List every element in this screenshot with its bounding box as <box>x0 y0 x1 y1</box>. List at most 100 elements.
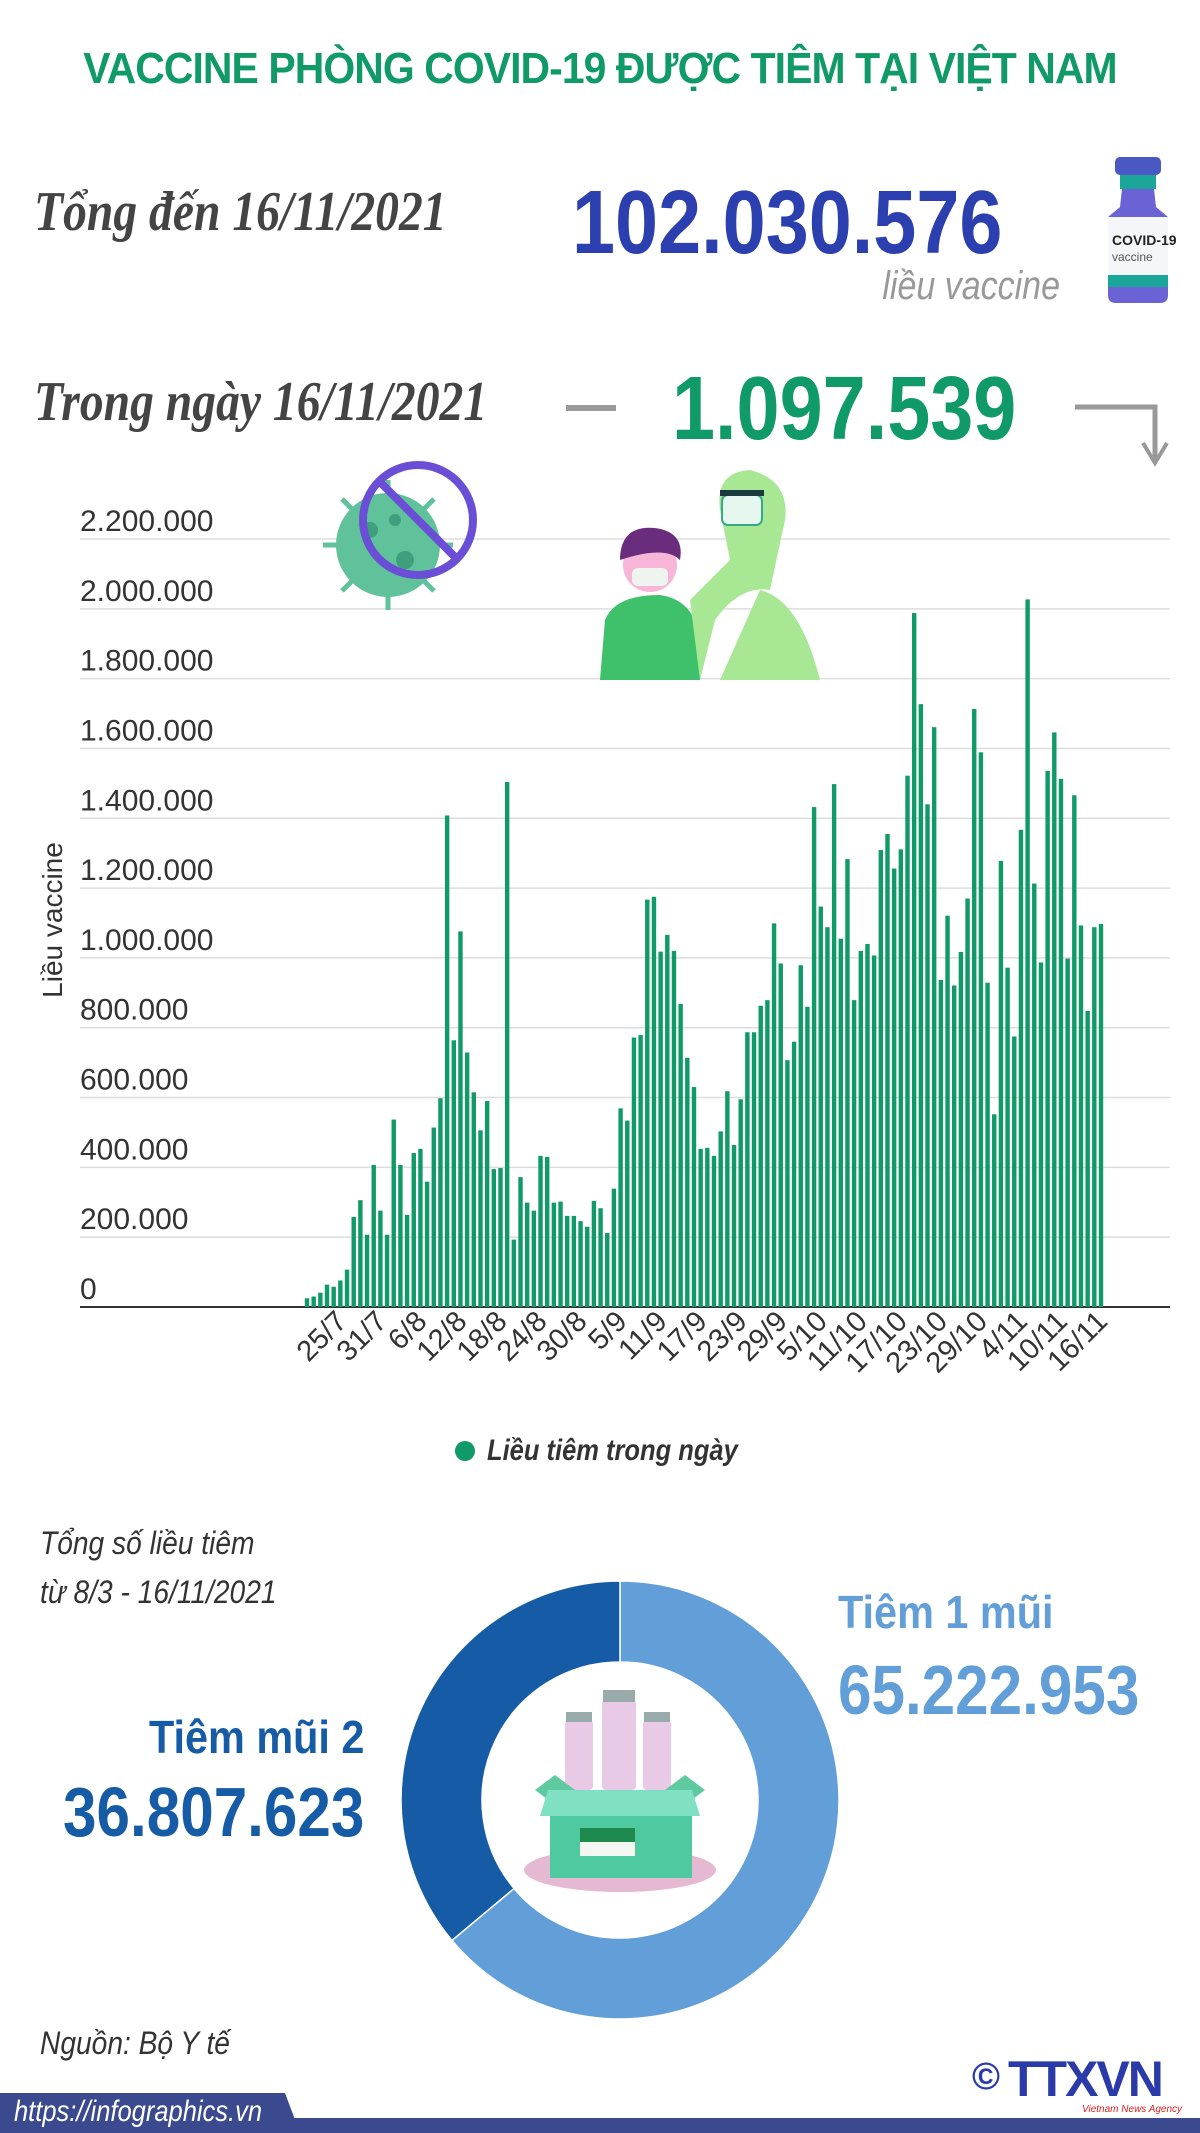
bar <box>1032 883 1037 1307</box>
bar <box>678 1003 683 1307</box>
bar <box>618 1108 623 1307</box>
donut-subtitle: từ 8/3 - 16/11/2021 <box>40 1574 277 1610</box>
bar <box>818 906 823 1307</box>
bar <box>751 1032 757 1307</box>
bar <box>992 1114 997 1307</box>
bar <box>831 784 837 1307</box>
bar <box>785 1060 790 1307</box>
bar <box>651 896 657 1307</box>
bar <box>771 923 777 1307</box>
bar <box>865 943 870 1307</box>
y-tick-label: 1.400.000 <box>80 784 213 817</box>
bar <box>858 950 863 1307</box>
bar <box>1098 923 1104 1307</box>
bar <box>438 1098 443 1307</box>
day-value: 1.097.539 <box>672 359 1017 459</box>
bar <box>444 815 450 1307</box>
bar <box>418 1148 423 1307</box>
vaccination-illustration <box>600 470 820 680</box>
dose1-value: 65.222.953 <box>838 1651 1140 1729</box>
bar <box>972 709 977 1307</box>
bar <box>1052 732 1057 1307</box>
bar <box>638 1035 643 1307</box>
bar <box>1078 925 1084 1307</box>
bar <box>925 804 930 1307</box>
bar <box>504 781 510 1307</box>
y-axis-label: Liều vaccine <box>37 842 68 998</box>
bar <box>451 1040 456 1307</box>
bar <box>918 704 924 1307</box>
bar <box>424 1181 430 1307</box>
bar <box>631 1037 637 1307</box>
y-tick-label: 400.000 <box>80 1133 188 1166</box>
bar <box>671 950 677 1307</box>
website-link[interactable]: https://infographics.vn <box>14 2095 263 2128</box>
bar <box>811 807 817 1307</box>
bar <box>1058 778 1064 1307</box>
dose2-value: 36.807.623 <box>62 1773 364 1851</box>
bar <box>1005 967 1010 1307</box>
bar <box>511 1239 517 1307</box>
bar <box>611 1188 617 1307</box>
vaccine-box-illustration <box>524 1690 716 1892</box>
svg-text:vaccine: vaccine <box>1112 250 1153 264</box>
bar <box>891 868 897 1307</box>
arrow-down-icon <box>1075 404 1169 467</box>
bar <box>384 1234 390 1307</box>
footer-tab <box>0 2093 300 2133</box>
bar <box>725 1091 730 1307</box>
bar <box>524 1202 530 1307</box>
bar <box>685 1057 690 1307</box>
bar <box>1045 770 1050 1307</box>
bar <box>344 1269 350 1307</box>
bar <box>952 985 957 1307</box>
y-tick-label: 200.000 <box>80 1203 188 1236</box>
copyright-icon: © <box>972 2056 1000 2098</box>
bar <box>591 1200 597 1307</box>
bar <box>538 1155 543 1307</box>
bar <box>798 965 803 1307</box>
bar <box>491 1169 497 1307</box>
bar <box>851 1000 857 1307</box>
bar <box>498 1168 503 1307</box>
total-label: Tổng đến 16/11/2021 <box>34 181 447 243</box>
bar <box>791 1041 797 1307</box>
bar <box>545 1156 550 1307</box>
bar <box>1038 962 1044 1307</box>
bar <box>398 1164 403 1307</box>
total-value: 102.030.576 <box>572 173 1003 273</box>
y-tick-label: 1.200.000 <box>80 854 213 887</box>
bar <box>431 1127 436 1307</box>
bar <box>478 1130 483 1307</box>
bar <box>311 1296 316 1307</box>
bar <box>691 1087 697 1307</box>
bar <box>985 982 990 1307</box>
bar <box>378 1210 383 1307</box>
page-title: VACCINE PHÒNG COVID-19 ĐƯỢC TIÊM TẠI VIỆ… <box>83 44 1117 93</box>
bar <box>978 752 984 1307</box>
bar <box>598 1208 603 1307</box>
bar <box>965 898 970 1307</box>
donut-slice-1 <box>450 1580 840 2020</box>
bar <box>825 927 830 1307</box>
bar <box>731 1145 737 1307</box>
bar <box>698 1148 703 1307</box>
chart-legend: Liều tiêm trong ngày <box>455 1434 782 1468</box>
bar <box>838 938 843 1307</box>
bar <box>945 915 950 1307</box>
bar <box>1065 958 1070 1307</box>
donut-slice-2 <box>400 1580 621 1942</box>
dose-donut-chart <box>400 1580 840 2020</box>
bar <box>531 1210 537 1307</box>
y-tick-label: 0 <box>80 1273 97 1306</box>
source-note: Nguồn: Bộ Y tế <box>40 2025 230 2061</box>
bar <box>718 1131 723 1307</box>
daily-doses-bar-chart: 0 200.000 400.000 600.000 800.000 1.000.000 1.… <box>37 461 1170 1379</box>
bar <box>625 1120 630 1307</box>
bar <box>331 1286 336 1307</box>
bar <box>358 1200 363 1307</box>
bar <box>958 951 964 1307</box>
dash-divider <box>566 405 616 411</box>
bar <box>778 963 783 1307</box>
bar <box>458 931 463 1307</box>
